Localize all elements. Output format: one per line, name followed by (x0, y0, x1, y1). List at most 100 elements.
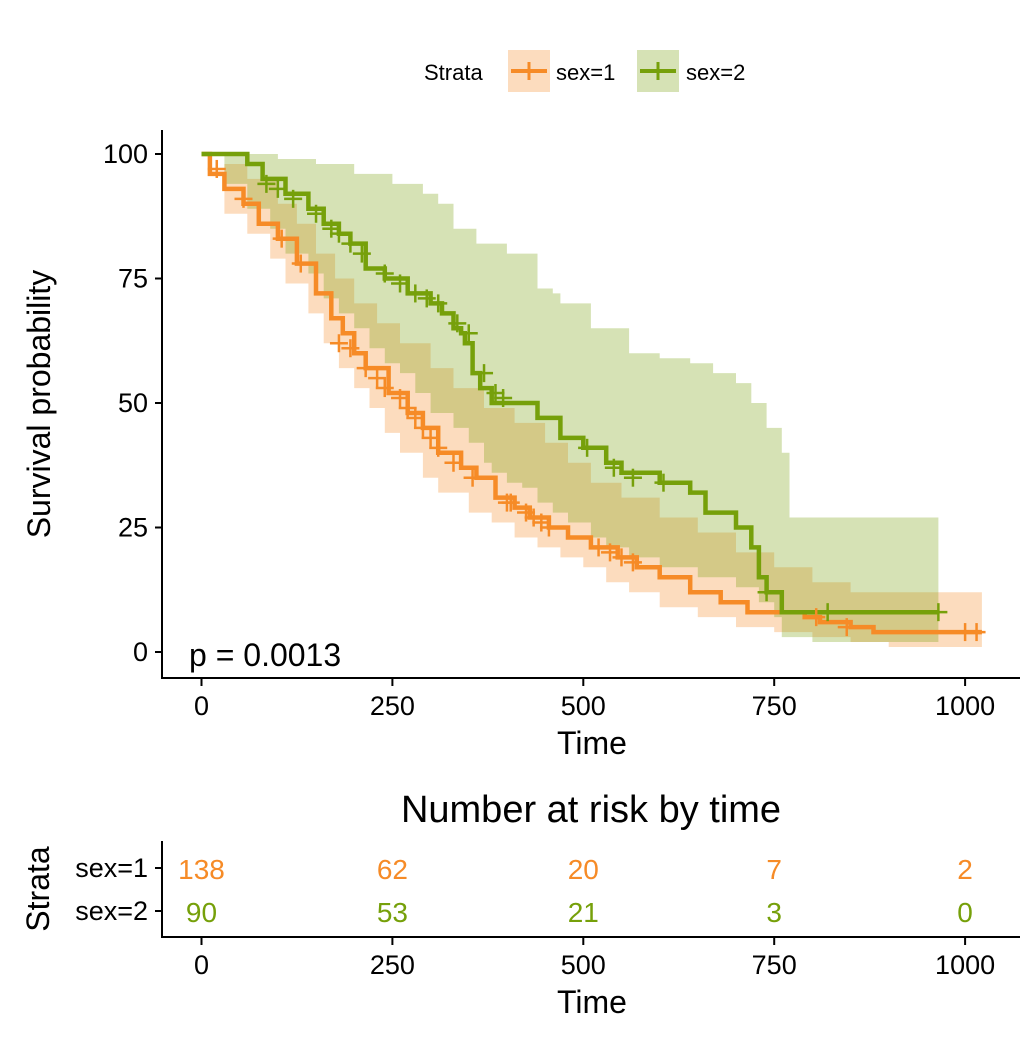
risk-count-cell: 2 (957, 854, 973, 885)
censor-mark-sex1 (501, 493, 520, 512)
censor-mark-sex1 (601, 543, 620, 562)
censor-mark-sex2 (604, 458, 623, 477)
risk-count-cell: 7 (766, 854, 782, 885)
survival-plot: 0 25 50 75 100 0 250 500 750 1000 Time Survival … (21, 130, 1020, 761)
risk-table-title: Number at risk by time (401, 789, 781, 831)
legend: Strata sex=1 sex=2 (424, 50, 745, 92)
risk-count-cell: 138 (178, 854, 225, 885)
censor-mark-sex1 (589, 538, 608, 557)
y-axis-title: Survival probability (21, 270, 57, 539)
censor-mark-sex1 (291, 254, 310, 273)
x-tick-label: 250 (370, 691, 415, 721)
censor-mark-sex2 (475, 364, 494, 383)
risk-row-label: sex=2 (75, 896, 148, 926)
censor-mark-sex1 (234, 189, 253, 208)
x-tick-label: 750 (752, 691, 797, 721)
legend-label-sex1: sex=1 (556, 60, 615, 85)
y-tick-label: 75 (118, 264, 148, 294)
censor-mark-sex2 (329, 224, 348, 243)
legend-label-sex2: sex=2 (686, 60, 745, 85)
censor-mark-sex1 (272, 229, 291, 248)
censor-mark-sex2 (375, 264, 394, 283)
censor-mark-sex2 (929, 603, 948, 622)
risk-table-x-title: Time (557, 984, 627, 1020)
censor-mark-sex2 (406, 284, 425, 303)
censor-mark-sex1 (375, 379, 394, 398)
censor-mark-sex1 (329, 334, 348, 353)
censor-mark-sex1 (539, 518, 558, 537)
censor-mark-sex2 (257, 174, 276, 193)
censor-mark-sex1 (413, 418, 432, 437)
risk-x-tick-label: 0 (194, 950, 209, 980)
censor-mark-sex1 (967, 623, 986, 642)
risk-table-x-ticks: 0 250 500 750 1000 (194, 937, 995, 980)
censor-mark-sex1 (341, 339, 360, 358)
survival-curve-sex2 (201, 151, 939, 615)
censor-mark-sex1 (429, 438, 448, 457)
censor-mark-sex2 (341, 234, 360, 253)
censor-mark-sex1 (463, 468, 482, 487)
censor-mark-sex1 (421, 428, 440, 447)
censor-mark-sex2 (268, 179, 287, 198)
risk-x-tick-label: 1000 (935, 950, 995, 980)
risk-table-rows: sex=1 138 62 20 7 2 sex=2 90 53 21 3 0 (75, 853, 973, 928)
censor-mark-sex2 (818, 603, 837, 622)
censor-mark-sex2 (448, 314, 467, 333)
censor-mark-sex2 (459, 324, 478, 343)
x-tick-label: 1000 (935, 691, 995, 721)
censor-mark-sex2 (284, 189, 303, 208)
ci-band-sex2 (201, 154, 939, 642)
censor-mark-sex1 (398, 398, 417, 417)
y-tick-label: 0 (133, 637, 148, 667)
survival-curve-sex1 (201, 151, 982, 635)
p-value-label: p = 0.0013 (189, 637, 341, 673)
censor-mark-sex2 (417, 289, 436, 308)
censor-mark-sex2 (494, 389, 513, 408)
censor-mark-sex2 (757, 583, 776, 602)
censor-mark-sex2 (352, 244, 371, 263)
censor-mark-sex2 (578, 438, 597, 457)
risk-x-tick-label: 250 (370, 950, 415, 980)
censor-mark-sex1 (368, 369, 387, 388)
risk-table: Number at risk by time Strata sex=1 138 62… (20, 789, 1020, 1020)
censor-mark-sex1 (837, 618, 856, 637)
censor-mark-sex1 (612, 548, 631, 567)
censor-mark-sex1 (391, 389, 410, 408)
risk-table-y-title: Strata (20, 846, 56, 932)
x-tick-label: 0 (194, 691, 209, 721)
risk-x-tick-label: 500 (561, 950, 606, 980)
censor-marks (207, 159, 986, 642)
x-tick-label: 500 (561, 691, 606, 721)
risk-count-cell: 20 (568, 854, 599, 885)
censor-mark-sex1 (406, 408, 425, 427)
risk-row-label: sex=1 (75, 853, 148, 883)
censor-mark-sex2 (429, 294, 448, 313)
censor-mark-sex2 (623, 468, 642, 487)
censor-mark-sex2 (391, 274, 410, 293)
censor-mark-sex2 (307, 204, 326, 223)
y-tick-label: 25 (118, 513, 148, 543)
censor-mark-sex1 (356, 359, 375, 378)
survival-curves (201, 151, 982, 635)
censor-mark-sex1 (207, 159, 226, 178)
risk-count-cell: 90 (186, 897, 217, 928)
risk-count-cell: 21 (568, 897, 599, 928)
censor-mark-sex2 (654, 473, 673, 492)
censor-mark-sex1 (807, 608, 826, 627)
confidence-bands (201, 154, 982, 647)
y-axis-ticks: 0 25 50 75 100 (103, 139, 162, 667)
risk-count-cell: 53 (377, 897, 408, 928)
risk-count-cell: 0 (957, 897, 973, 928)
risk-count-cell: 3 (766, 897, 782, 928)
risk-count-cell: 62 (377, 854, 408, 885)
y-tick-label: 50 (118, 388, 148, 418)
risk-x-tick-label: 750 (752, 950, 797, 980)
censor-mark-sex1 (623, 553, 642, 572)
censor-mark-sex1 (444, 453, 463, 472)
x-axis-ticks: 0 250 500 750 1000 (194, 678, 995, 721)
x-axis-title: Time (557, 725, 627, 761)
y-tick-label: 100 (103, 139, 148, 169)
legend-title: Strata (424, 60, 483, 85)
